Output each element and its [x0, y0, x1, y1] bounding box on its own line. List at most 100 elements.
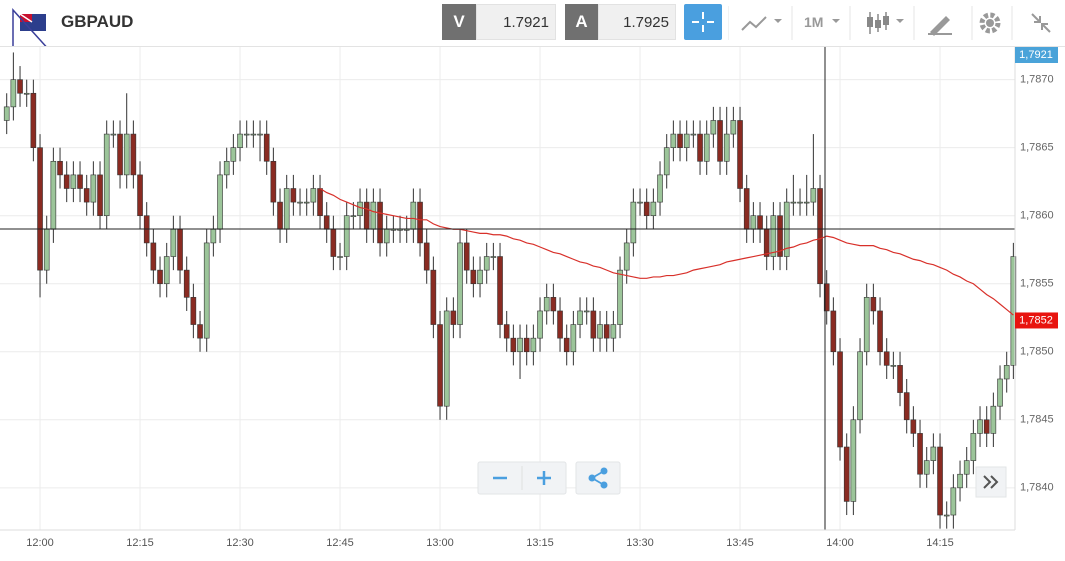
symbol-flag	[12, 8, 47, 46]
candle-body	[423, 242, 430, 271]
candle-body	[17, 79, 23, 94]
x-tick-label: 13:15	[526, 537, 554, 549]
candle-body	[457, 242, 463, 325]
candle-body	[243, 133, 250, 136]
candle-body	[37, 147, 43, 271]
candle-body	[3, 106, 10, 121]
candle-body	[957, 473, 963, 489]
candle-body	[970, 433, 977, 461]
timeframe[interactable]: 1M	[804, 14, 824, 30]
candle-body	[917, 433, 923, 475]
x-tick-label: 12:30	[226, 537, 254, 549]
candle-body	[630, 201, 637, 244]
candle-body	[890, 365, 897, 367]
candle-body	[857, 351, 863, 421]
candle-body	[437, 324, 443, 407]
candle-body	[577, 310, 583, 325]
candle-body	[330, 229, 337, 257]
candle-body	[357, 201, 363, 217]
symbol-name[interactable]: GBPAUD	[61, 12, 134, 31]
scroll-latest-button[interactable]	[975, 466, 1007, 498]
candle-body	[637, 201, 643, 204]
current-price-badge	[1015, 312, 1058, 329]
candle-body	[523, 337, 530, 353]
candle-body	[103, 133, 110, 217]
candle-body	[283, 188, 290, 230]
ask-price[interactable]: 1.7925	[598, 4, 676, 40]
candle-body	[537, 310, 543, 339]
candle-body	[183, 269, 190, 298]
candle-body	[197, 324, 203, 339]
y-tick-label: 1,7870	[1020, 74, 1054, 86]
candle-body	[323, 215, 330, 230]
candle-body	[483, 256, 490, 271]
candle-body	[623, 242, 630, 271]
candle-body	[803, 201, 810, 204]
candle-body	[643, 201, 650, 217]
candle-body	[850, 419, 857, 502]
y-tick-label: 1,7845	[1020, 414, 1054, 426]
candle-body	[650, 201, 657, 217]
candle-body	[57, 160, 63, 176]
candle-body	[830, 310, 837, 353]
candle-body	[410, 201, 417, 230]
candle-body	[270, 160, 277, 203]
candle-body	[757, 215, 763, 230]
y-tick-label: 1,7865	[1020, 142, 1054, 154]
candle-body	[23, 92, 30, 95]
candle-body	[383, 229, 390, 244]
zoom-in[interactable]	[537, 471, 551, 485]
candle-body	[203, 242, 210, 339]
toolbar: GBPAUD V 1.7921 A 1.7925 1M	[0, 0, 1065, 47]
candle-body	[897, 365, 903, 393]
y-tick-label: 1,7850	[1020, 346, 1054, 358]
candle-body	[237, 133, 243, 148]
candle-body	[610, 324, 617, 339]
candle-body	[70, 174, 77, 189]
candle-body	[97, 174, 103, 217]
x-tick-label: 13:30	[626, 537, 654, 549]
candle-body	[10, 79, 17, 108]
candle-body	[883, 351, 890, 366]
candles	[3, 52, 1017, 529]
current-price-label: 1,7852	[1019, 314, 1053, 326]
grid	[0, 47, 1015, 530]
candle-body	[963, 460, 970, 475]
candle-body	[463, 242, 470, 271]
candle-body	[223, 160, 230, 176]
candle-body	[157, 269, 163, 285]
top-price-label: 1,7921	[1019, 49, 1053, 61]
candle-body	[110, 133, 117, 136]
share-button[interactable]	[575, 461, 621, 495]
candle-body	[350, 215, 357, 218]
candle-body	[910, 419, 917, 434]
candle-body	[723, 133, 730, 162]
bid-price[interactable]: 1.7921	[476, 4, 556, 40]
candle-body	[297, 201, 303, 204]
chart: 1,7921 1,7840 1,7845 1,7850 1,7855 1,7860 1,7…	[0, 47, 1058, 549]
candle-body	[683, 133, 690, 148]
ask-button[interactable]: A	[565, 4, 598, 40]
candle-body	[310, 188, 317, 203]
candle-body	[83, 188, 90, 203]
candle-body	[937, 446, 943, 516]
candle-body	[517, 337, 523, 353]
candle-body	[677, 133, 683, 148]
candle-body	[563, 337, 570, 353]
candle-body	[63, 174, 70, 189]
candle-body	[50, 160, 57, 230]
candle-body	[797, 201, 803, 204]
candle-body	[823, 283, 830, 312]
candle-body	[903, 392, 910, 421]
x-tick-label: 13:45	[726, 537, 754, 549]
crosshair-button[interactable]	[684, 4, 722, 40]
candle-body	[597, 324, 603, 339]
candle-body	[737, 120, 743, 189]
candle-body	[990, 405, 997, 434]
candle-body	[277, 201, 283, 230]
candle-body	[743, 188, 750, 230]
candle-body	[557, 310, 563, 339]
bid-button[interactable]: V	[442, 4, 476, 40]
candle-body	[430, 269, 437, 325]
